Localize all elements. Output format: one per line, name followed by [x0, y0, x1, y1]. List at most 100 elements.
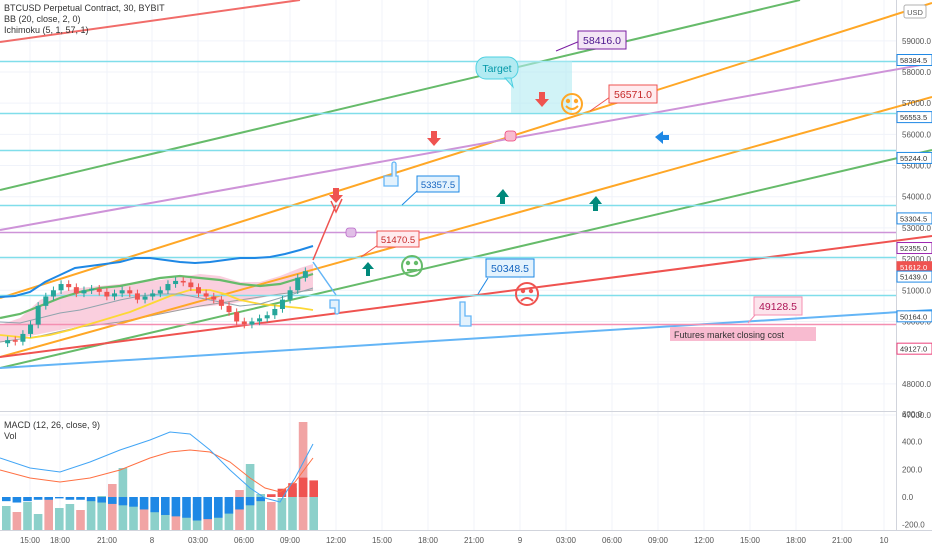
price-tag-label: 51612.0: [900, 263, 927, 272]
macd-histogram-bar: [150, 497, 159, 513]
price-tag-label: 55244.0: [900, 154, 927, 163]
macd-tick-label: 600.0: [902, 410, 923, 419]
macd-histogram-bar: [309, 480, 318, 497]
candle: [35, 302, 41, 329]
candle: [150, 289, 156, 301]
volume-bar: [129, 502, 138, 530]
macd-histogram-bar: [267, 494, 276, 497]
hand-pointer-icon: [329, 299, 340, 315]
time-tick-label: 21:00: [464, 536, 485, 545]
macd-tick-label: 400.0: [902, 438, 923, 447]
candle: [104, 288, 110, 301]
price-tag: 55244.0: [896, 151, 932, 164]
moving-average-green: [0, 272, 314, 320]
volume-bar: [256, 494, 265, 530]
volume-bar: [33, 514, 43, 530]
macd-tick-label: 0.0: [902, 493, 914, 502]
macd-histogram-bar: [245, 497, 255, 506]
label-56571: 56571.0: [614, 89, 652, 101]
candle: [20, 330, 26, 346]
down-arrow-icon: [329, 188, 343, 203]
callout-51470: 51470.5: [360, 230, 420, 258]
price-tag: 49127.0: [896, 342, 932, 355]
candle: [295, 274, 301, 295]
candle: [50, 286, 56, 301]
price-tick-label: 57000.0: [902, 99, 931, 108]
time-tick-label: 09:00: [280, 536, 301, 545]
price-tag: 50164.0: [896, 310, 932, 323]
candle: [96, 284, 102, 296]
price-tick-label: 52000.0: [902, 255, 931, 264]
macd-histogram-bar: [203, 497, 212, 520]
futures-note: Futures market closing cost: [670, 327, 816, 341]
candle: [28, 320, 34, 338]
sticker-icon: [504, 130, 517, 142]
time-tick-label: 21:00: [97, 536, 118, 545]
price-tag-label: 53304.5: [900, 214, 927, 223]
macd-tick-label: -200.0: [902, 521, 925, 530]
time-axis[interactable]: 15:00 18:00 21:00 8 03:00 06:00 09:00 12:00 15:0…: [20, 536, 889, 545]
candle: [134, 289, 140, 304]
macd-signal-line: [0, 449, 314, 493]
candle: [112, 289, 118, 301]
volume-bar: [288, 488, 297, 530]
vol-indicator-label[interactable]: Vol: [4, 431, 17, 441]
bb-indicator-label[interactable]: BB (20, close, 2, 0): [4, 14, 81, 24]
macd-histogram-bar: [97, 497, 106, 503]
macd-histogram-bar: [235, 497, 244, 510]
down-arrow-icon: [535, 92, 549, 107]
macd-histogram-bar: [44, 497, 53, 500]
ichimoku-indicator-label[interactable]: Ichimoku (5, 1, 57, 1): [4, 25, 89, 35]
currency-label: USD: [907, 8, 923, 17]
moving-average-yellow: [0, 289, 314, 339]
label-53357: 53357.5: [421, 180, 455, 191]
candle: [272, 305, 278, 319]
candle: [173, 277, 179, 288]
price-axis[interactable]: 59000.0 58000.0 57000.0 56000.0 55000.0 54000…: [902, 37, 931, 420]
volume-bar: [86, 500, 96, 530]
macd-histogram-bar: [76, 497, 85, 500]
volume-bar: [76, 510, 85, 530]
volume-bar: [150, 510, 159, 530]
time-tick-label: 8: [150, 536, 155, 545]
macd-histogram-bar: [108, 497, 117, 504]
macd-histogram-bar: [161, 497, 170, 515]
grid: [0, 0, 896, 530]
volume-bar: [97, 496, 106, 530]
macd-indicator-label[interactable]: MACD (12, 26, close, 9): [4, 420, 100, 430]
macd-histogram-bar: [298, 477, 308, 497]
macd-histogram-bar: [2, 497, 11, 502]
candles: [5, 267, 308, 348]
red-trend-line-lower: [0, 235, 932, 358]
volume-bar: [298, 422, 308, 530]
volume-bar: [277, 498, 287, 530]
time-tick-label: 03:00: [556, 536, 577, 545]
volume-bar: [139, 506, 149, 530]
violet-trend-line: [0, 62, 932, 231]
callout-58416: 58416.0: [555, 30, 627, 52]
macd-histogram-bar: [139, 497, 149, 510]
projection-line-down: [312, 261, 337, 296]
hand-pointer-icon: [459, 301, 472, 327]
orange-trend-line-lower: [0, 96, 932, 358]
time-tick-label: 15:00: [372, 536, 393, 545]
candle: [226, 302, 232, 316]
currency-button[interactable]: USD: [903, 4, 927, 19]
volume-bar: [2, 506, 11, 530]
volume-bar: [235, 490, 244, 530]
time-tick-label: 21:00: [832, 536, 853, 545]
price-tag-label: 51439.0: [900, 273, 927, 282]
volume-bar: [161, 512, 170, 530]
volume-bar: [12, 512, 22, 530]
candle: [279, 295, 285, 313]
price-tag-label: 50164.0: [900, 312, 927, 321]
left-arrow-icon: [655, 131, 669, 144]
macd-histogram-bar: [214, 497, 223, 518]
candle: [188, 278, 194, 291]
price-tag: 58384.5: [896, 54, 932, 67]
time-tick-label: 9: [518, 536, 523, 545]
candle: [127, 286, 133, 298]
price-tag-label: 56553.5: [900, 113, 927, 122]
candle: [73, 283, 79, 298]
